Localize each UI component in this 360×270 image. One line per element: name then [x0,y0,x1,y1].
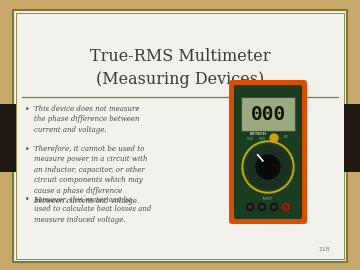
Text: •: • [25,105,30,114]
FancyBboxPatch shape [229,80,307,224]
Text: True-RMS Multimeter
(Measuring Devices): True-RMS Multimeter (Measuring Devices) [90,48,270,89]
Text: EX: EX [284,135,288,139]
Circle shape [248,205,252,208]
FancyBboxPatch shape [13,10,347,262]
Bar [259,137,265,140]
Circle shape [284,205,288,208]
Circle shape [273,205,275,208]
Bar [247,137,253,140]
FancyBboxPatch shape [234,85,302,219]
Circle shape [246,145,290,189]
Text: •: • [25,145,30,154]
Circle shape [261,205,264,208]
Text: INPUT: INPUT [263,197,273,201]
FancyBboxPatch shape [241,97,295,131]
Circle shape [258,204,266,211]
Text: 000: 000 [250,104,285,123]
Text: •: • [25,195,30,204]
Circle shape [270,204,278,211]
Text: This device does not measure
the phase difference between
current and voltage.: This device does not measure the phase d… [34,105,140,134]
Circle shape [256,155,280,179]
Bar [0,104,16,172]
Text: However, this meter can be
used to calculate heat losses and
measure induced vol: However, this meter can be used to calcu… [34,195,151,224]
Text: EXTECH: EXTECH [249,132,266,136]
Bar [344,104,360,172]
Circle shape [244,143,292,191]
Circle shape [247,204,253,211]
Text: Therefore, it cannot be used to
measure power in a circuit with
an inductor, cap: Therefore, it cannot be used to measure … [34,145,148,205]
Text: 118: 118 [318,247,330,252]
Circle shape [283,204,289,211]
Circle shape [270,134,278,142]
Circle shape [242,141,294,193]
